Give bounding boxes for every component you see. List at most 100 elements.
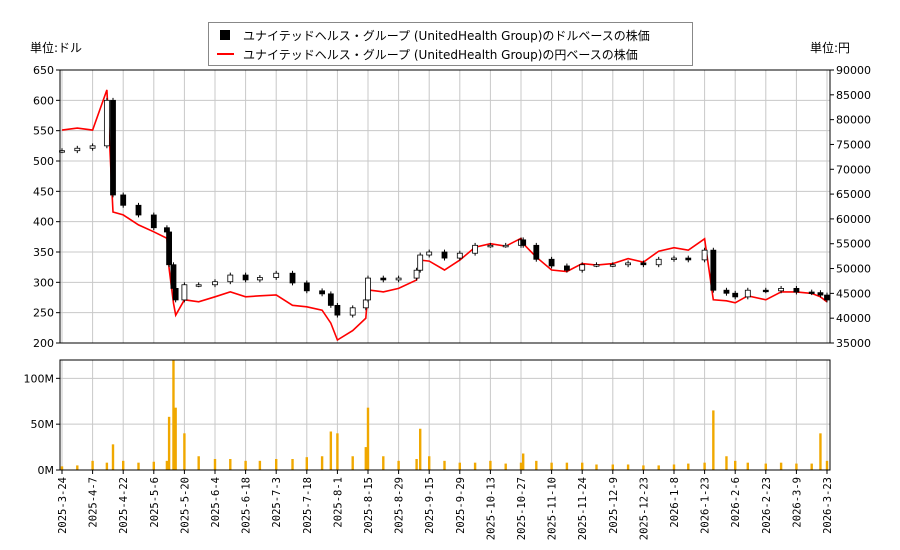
candle-body xyxy=(502,244,509,248)
volume-bar xyxy=(611,464,614,470)
volume-bar xyxy=(504,463,507,470)
volume-bar xyxy=(458,462,461,470)
left-tick-label: 450 xyxy=(33,185,54,198)
volume-bar xyxy=(672,464,676,470)
candle-body xyxy=(150,214,157,229)
left-unit-label: 単位:ドル xyxy=(30,41,83,55)
right-tick-label: 90000 xyxy=(836,64,871,77)
candle-body xyxy=(242,274,249,281)
volume-bar xyxy=(137,462,140,470)
volume-bar xyxy=(428,456,431,470)
volume-bar xyxy=(275,459,278,470)
candle-body xyxy=(593,264,600,267)
legend-usd-swatch xyxy=(220,30,230,40)
volume-bar xyxy=(825,460,829,470)
x-tick-label: 2025-6-4 xyxy=(210,477,222,528)
candle-body xyxy=(327,293,334,306)
candle-body xyxy=(548,258,555,267)
volume-bar xyxy=(213,459,217,470)
volume-bar xyxy=(810,463,813,470)
candle-body xyxy=(319,290,326,295)
x-tick-label: 2026-2-6 xyxy=(730,477,742,528)
volume-bar xyxy=(779,462,783,470)
left-tick-label: 400 xyxy=(33,216,54,229)
x-tick-label: 2025-4-22 xyxy=(118,477,130,534)
x-tick-label: 2026-1-8 xyxy=(669,477,681,528)
x-tick-label: 2025-7-3 xyxy=(271,477,283,528)
volume-bar xyxy=(521,453,525,470)
left-tick-label: 300 xyxy=(33,276,54,289)
candle-body xyxy=(103,99,110,147)
price-plot-frame xyxy=(59,69,831,344)
volume-bar xyxy=(364,447,368,470)
candle-body xyxy=(395,277,402,281)
volume-tick-label: 50M xyxy=(31,418,55,431)
candle-body xyxy=(334,304,341,316)
candle-body xyxy=(793,287,800,293)
volume-bar xyxy=(172,360,175,470)
right-tick-label: 65000 xyxy=(836,188,871,201)
left-tick-label: 600 xyxy=(33,94,54,107)
volume-bar xyxy=(291,459,294,470)
candle-body xyxy=(710,249,717,291)
candle-body xyxy=(212,281,218,286)
volume-bar xyxy=(415,459,418,470)
candle-body xyxy=(441,251,448,259)
x-tick-label: 2025-9-15 xyxy=(424,477,436,534)
x-tick-label: 2025-8-15 xyxy=(363,477,375,534)
volume-bar xyxy=(165,460,169,470)
left-tick-label: 650 xyxy=(33,64,54,77)
candle-body xyxy=(365,277,371,301)
legend-jpy-label: ユナイテッドヘルス・グループ (UnitedHealth Group)の円ベース… xyxy=(243,47,638,62)
volume-bar xyxy=(111,444,115,470)
volume-bar xyxy=(91,460,94,470)
volume-bar xyxy=(174,407,177,470)
candle-body xyxy=(289,272,296,284)
volume-bar xyxy=(642,465,645,470)
volume-bar xyxy=(183,433,186,470)
left-tick-label: 250 xyxy=(33,307,54,320)
candle-body xyxy=(564,265,570,271)
x-tick-label: 2025-4-7 xyxy=(88,477,100,528)
x-tick-label: 2025-10-27 xyxy=(516,477,528,540)
x-tick-label: 2025-6-18 xyxy=(241,477,253,534)
volume-bar xyxy=(725,456,728,470)
x-tick-label: 2026-1-23 xyxy=(700,477,712,534)
volume-bar xyxy=(244,460,247,470)
volume-bar xyxy=(565,462,569,470)
candle-body xyxy=(723,289,730,294)
right-tick-label: 60000 xyxy=(836,213,871,226)
candle-body xyxy=(181,284,188,301)
legend: ユナイテッドヘルス・グループ (UnitedHealth Group)のドルベー… xyxy=(208,22,693,66)
candle-body xyxy=(417,254,424,271)
volume-bar xyxy=(535,460,538,470)
x-tick-label: 2025-8-29 xyxy=(394,477,406,534)
volume-bar xyxy=(581,462,584,470)
volume-bar xyxy=(305,457,308,470)
candle-body xyxy=(671,257,677,260)
candle-body xyxy=(166,231,173,266)
left-tick-label: 550 xyxy=(33,125,54,138)
x-tick-label: 2025-7-18 xyxy=(302,477,314,534)
volume-bar xyxy=(746,462,749,470)
candle-body xyxy=(380,277,387,281)
candle-body xyxy=(172,287,179,301)
volume-bar xyxy=(819,433,822,470)
volume-bar xyxy=(152,461,155,470)
candle-body xyxy=(533,244,540,260)
x-tick-label: 2026-2-23 xyxy=(761,477,773,534)
volume-bar xyxy=(473,462,477,470)
volume-bar xyxy=(336,433,339,470)
volume-bar xyxy=(351,456,354,470)
candle-body xyxy=(426,251,433,256)
volume-bar xyxy=(657,465,660,470)
x-tick-label: 2026-3-9 xyxy=(791,477,803,528)
x-tick-label: 2025-10-13 xyxy=(485,477,497,540)
x-tick-label: 2025-12-9 xyxy=(608,477,620,534)
candle-body xyxy=(303,282,310,292)
candle-body xyxy=(579,264,586,271)
x-tick-label: 2025-12-23 xyxy=(638,477,650,540)
candle-body xyxy=(273,272,280,278)
